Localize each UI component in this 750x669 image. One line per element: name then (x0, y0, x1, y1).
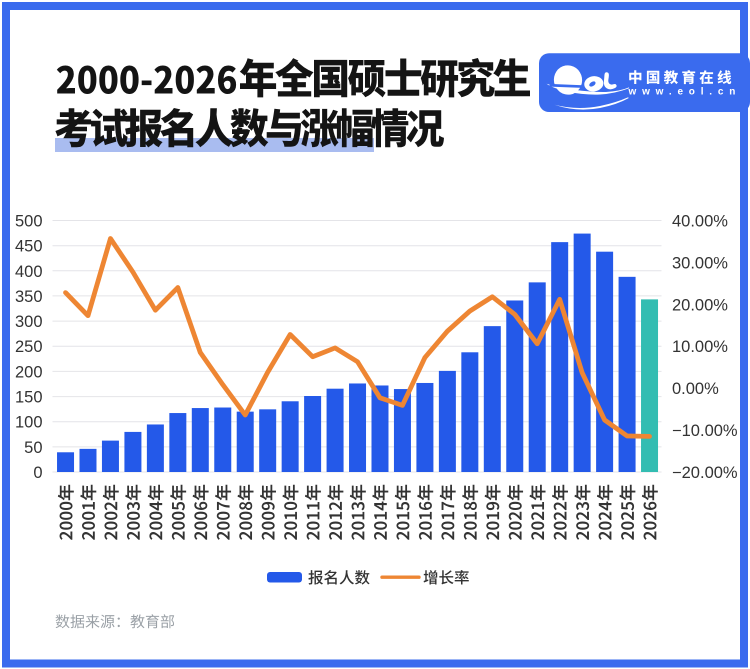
svg-text:−10.00%: −10.00% (672, 422, 738, 440)
svg-text:50: 50 (24, 439, 42, 457)
svg-text:−20.00%: −20.00% (672, 464, 738, 482)
svg-text:200: 200 (15, 363, 43, 381)
svg-text:0.00%: 0.00% (672, 380, 719, 398)
svg-text:100: 100 (15, 414, 43, 432)
svg-text:40.00%: 40.00% (672, 213, 728, 231)
svg-text:400: 400 (15, 263, 43, 281)
svg-text:20.00%: 20.00% (672, 296, 728, 314)
svg-text:10.00%: 10.00% (672, 338, 728, 356)
svg-text:0: 0 (33, 464, 42, 482)
svg-text:350: 350 (15, 288, 43, 306)
svg-text:450: 450 (15, 238, 43, 256)
svg-text:300: 300 (15, 313, 43, 331)
svg-text:30.00%: 30.00% (672, 254, 728, 272)
svg-text:250: 250 (15, 338, 43, 356)
svg-text:150: 150 (15, 389, 43, 407)
svg-text:500: 500 (15, 213, 43, 231)
svg-text:www.eol.cn: www.eol.cn (628, 86, 742, 97)
